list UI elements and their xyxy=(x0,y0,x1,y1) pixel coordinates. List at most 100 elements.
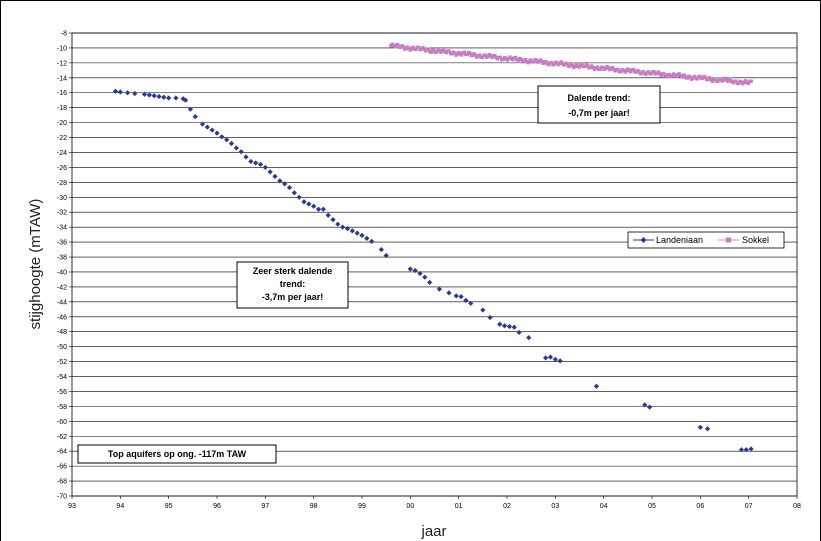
plot-area xyxy=(71,32,798,497)
landeniaan-point xyxy=(248,158,254,165)
y-tick-label: -24 xyxy=(57,150,67,157)
sokkel-point xyxy=(570,63,575,68)
sokkel-point xyxy=(734,79,738,83)
landeniaan-point xyxy=(349,228,355,234)
sokkel-point xyxy=(716,79,720,83)
landeniaan-point xyxy=(340,224,346,230)
sokkel-point xyxy=(432,48,436,53)
sokkel-point xyxy=(721,78,726,82)
sokkel-point xyxy=(631,67,636,72)
landeniaan-point xyxy=(335,221,341,227)
sokkel-point xyxy=(606,66,611,70)
landeniaan-point xyxy=(141,91,148,97)
y-tick-label: -34 xyxy=(57,225,67,232)
landeniaan-point xyxy=(214,130,220,136)
sokkel-point xyxy=(540,59,544,64)
landeniaan-point xyxy=(146,92,152,98)
landeniaan-point xyxy=(117,89,123,95)
sokkel-point xyxy=(667,73,672,77)
sokkel-point xyxy=(746,81,750,85)
sokkel-point xyxy=(698,74,702,78)
landeniaan-point xyxy=(209,127,215,133)
landeniaan-point xyxy=(277,178,283,184)
sokkel-point xyxy=(483,53,487,57)
landeniaan-point xyxy=(468,300,474,306)
sokkel-point xyxy=(547,62,551,67)
sokkel-point xyxy=(677,72,681,76)
sokkel-point xyxy=(682,73,687,77)
sokkel-point xyxy=(604,66,608,71)
landeniaan-point xyxy=(262,164,268,171)
sokkel-point xyxy=(480,55,485,60)
landeniaan-point xyxy=(228,140,235,147)
landeniaan-point xyxy=(112,88,119,94)
sokkel-note-line-1: Dalende trend: xyxy=(567,93,630,103)
x-tick-label: 07 xyxy=(745,503,753,510)
sokkel-point xyxy=(580,62,584,67)
x-tick-label: 03 xyxy=(551,503,559,510)
x-tick-label: 00 xyxy=(406,503,414,510)
sokkel-point xyxy=(565,61,569,66)
y-axis-tick-labels: -8 -10 -12 -14 -16 -18 -20 -22 -24 -26 -28 -30 -32 -3… xyxy=(57,31,72,501)
y-tick-label: -26 xyxy=(57,165,67,172)
y-tick-label: -62 xyxy=(57,434,67,441)
series-landeniaan xyxy=(112,88,754,453)
sokkel-point xyxy=(559,60,563,64)
y-tick-label: -42 xyxy=(57,284,67,291)
y-tick-label: -70 xyxy=(57,494,67,501)
landeniaan-point xyxy=(526,335,532,341)
legend-landeniaan-label: Landeniaan xyxy=(656,235,703,245)
landeniaan-point xyxy=(383,252,389,259)
landeniaan-point xyxy=(161,94,167,100)
sokkel-point xyxy=(664,74,669,79)
landeniaan-point xyxy=(506,323,513,330)
x-tick-label: 06 xyxy=(696,503,704,510)
sokkel-point xyxy=(534,58,539,62)
sokkel-point xyxy=(501,57,505,62)
sokkel-point xyxy=(598,67,602,72)
x-tick-label: 04 xyxy=(600,503,608,510)
landeniaan-point xyxy=(417,270,423,277)
sokkel-point xyxy=(637,69,641,74)
landeniaan-point xyxy=(646,404,653,410)
sokkel-point xyxy=(544,59,548,64)
landeniaan-point xyxy=(132,90,138,97)
landeniaan-point xyxy=(267,169,273,175)
sokkel-point xyxy=(552,62,557,66)
y-tick-label: -8 xyxy=(61,31,67,38)
landeniaan-point xyxy=(219,134,225,140)
y-axis-title: stijghoogte (mTAW) xyxy=(27,199,44,330)
landeniaan-point xyxy=(199,121,206,127)
landeniaan-point xyxy=(306,201,312,207)
landeniaan-point xyxy=(272,173,278,179)
sokkel-point xyxy=(718,77,723,81)
y-tick-label: -66 xyxy=(57,464,67,471)
y-tick-label: -52 xyxy=(57,359,67,366)
sokkel-point xyxy=(513,55,518,60)
sokkel-point xyxy=(411,45,415,50)
sokkel-point xyxy=(401,45,406,49)
landeniaan-point xyxy=(311,203,317,209)
y-tick-label: -58 xyxy=(57,404,67,411)
sokkel-point xyxy=(670,74,674,78)
landeniaan-note-line-3: -3,7m per jaar! xyxy=(262,292,324,302)
sokkel-point xyxy=(628,69,633,74)
sokkel-point xyxy=(700,76,705,81)
sokkel-point xyxy=(493,53,497,58)
legend-landeniaan-marker xyxy=(640,237,647,243)
landeniaan-point xyxy=(501,323,508,329)
y-tick-label: -46 xyxy=(57,314,67,321)
landeniaan-point xyxy=(354,230,360,236)
landeniaan-point xyxy=(704,426,711,432)
landeniaan-point xyxy=(156,93,162,100)
sokkel-point xyxy=(426,47,431,51)
x-tick-label: 94 xyxy=(116,503,124,510)
sokkel-point xyxy=(724,77,728,82)
sokkel-point xyxy=(465,52,469,57)
landeniaan-point xyxy=(487,314,493,321)
sokkel-point xyxy=(695,77,699,81)
x-tick-label: 98 xyxy=(310,503,318,510)
landeniaan-point xyxy=(243,154,249,160)
landeniaan-point xyxy=(253,160,259,166)
x-tick-label: 93 xyxy=(68,503,76,510)
